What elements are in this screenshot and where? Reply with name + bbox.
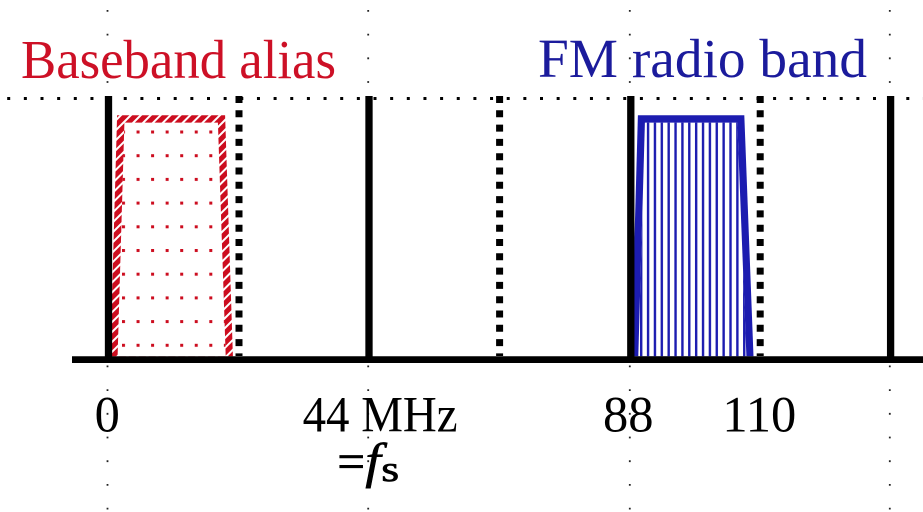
svg-text:0: 0: [95, 387, 120, 443]
svg-text:110: 110: [722, 387, 796, 443]
svg-text:44 MHz: 44 MHz: [303, 387, 458, 443]
svg-text:Baseband alias: Baseband alias: [21, 30, 336, 91]
svg-text:FM radio band: FM radio band: [538, 29, 867, 90]
svg-text:88: 88: [603, 387, 654, 443]
